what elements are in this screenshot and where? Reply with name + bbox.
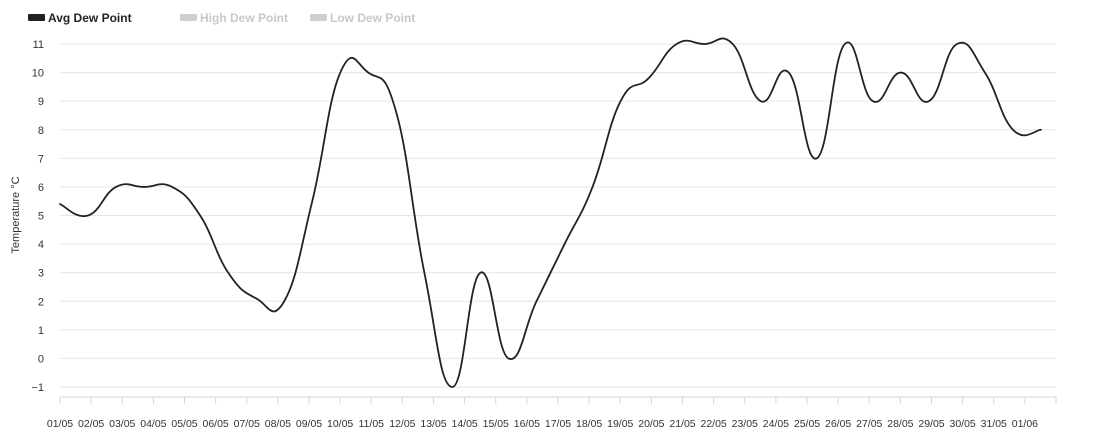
data-point[interactable] bbox=[674, 41, 680, 47]
legend-swatch bbox=[310, 14, 327, 21]
x-tick-label: 14/05 bbox=[451, 418, 477, 430]
x-tick-label: 06/05 bbox=[202, 418, 228, 430]
series-line-avg-dew-point[interactable] bbox=[59, 37, 1042, 388]
y-tick-label: 1 bbox=[38, 325, 44, 337]
y-tick-label: 11 bbox=[33, 39, 44, 51]
y-tick-label: 8 bbox=[38, 125, 44, 137]
data-point[interactable] bbox=[618, 98, 624, 104]
x-tick-label: 27/05 bbox=[856, 418, 882, 430]
y-tick-label: 10 bbox=[32, 68, 44, 80]
data-point[interactable] bbox=[113, 184, 119, 190]
data-point[interactable] bbox=[562, 241, 568, 247]
legend-item-label[interactable]: Low Dew Point bbox=[330, 11, 415, 25]
x-tick-label: 13/05 bbox=[420, 418, 446, 430]
x-tick-label: 11/05 bbox=[359, 418, 385, 430]
x-tick-label: 01/06 bbox=[1012, 418, 1038, 430]
data-point[interactable] bbox=[197, 213, 203, 219]
data-point[interactable] bbox=[337, 70, 343, 76]
y-tick-label: 9 bbox=[38, 96, 44, 108]
legend-item-label[interactable]: High Dew Point bbox=[200, 11, 288, 25]
data-point[interactable] bbox=[898, 70, 904, 76]
data-point[interactable] bbox=[870, 98, 876, 104]
data-point[interactable] bbox=[730, 41, 736, 47]
x-tick-label: 18/05 bbox=[576, 418, 602, 430]
y-tick-label: 2 bbox=[38, 296, 44, 308]
x-tick-label: 23/05 bbox=[732, 418, 758, 430]
legend: Avg Dew Point High Dew Point Low Dew Point bbox=[28, 11, 415, 25]
data-point[interactable] bbox=[982, 70, 988, 76]
legend-swatch bbox=[28, 14, 45, 21]
legend-item-label[interactable]: Avg Dew Point bbox=[48, 11, 132, 25]
x-tick-label: 29/05 bbox=[918, 418, 944, 430]
data-point[interactable] bbox=[758, 98, 764, 104]
data-point[interactable] bbox=[477, 270, 483, 276]
y-tick-label: 7 bbox=[38, 153, 44, 165]
x-tick-label: 01/05 bbox=[47, 418, 73, 430]
data-point[interactable] bbox=[141, 184, 147, 190]
grid-lines bbox=[60, 43, 1056, 398]
x-tick-label: 21/05 bbox=[669, 418, 695, 430]
data-point[interactable] bbox=[646, 75, 652, 81]
y-tick-label: 4 bbox=[38, 239, 44, 251]
data-point[interactable] bbox=[169, 184, 175, 190]
x-tick-label: 12/05 bbox=[389, 418, 415, 430]
x-tick-label: 03/05 bbox=[109, 418, 135, 430]
y-tick-label: −1 bbox=[31, 382, 44, 394]
data-point[interactable] bbox=[225, 270, 231, 276]
data-point[interactable] bbox=[533, 298, 539, 304]
x-tick-label: 04/05 bbox=[140, 418, 166, 430]
data-point[interactable] bbox=[954, 41, 960, 47]
data-point[interactable] bbox=[590, 184, 596, 190]
data-point[interactable] bbox=[449, 384, 455, 390]
data-point[interactable] bbox=[253, 295, 259, 301]
x-tick-label: 24/05 bbox=[763, 418, 789, 430]
series-layer[interactable] bbox=[57, 37, 1044, 390]
x-tick-label: 15/05 bbox=[483, 418, 509, 430]
data-point[interactable] bbox=[421, 270, 427, 276]
x-tick-label: 19/05 bbox=[607, 418, 633, 430]
x-tick-label: 25/05 bbox=[794, 418, 820, 430]
x-tick-label: 17/05 bbox=[545, 418, 571, 430]
x-tick-label: 16/05 bbox=[514, 418, 540, 430]
x-tick-label: 31/05 bbox=[981, 418, 1007, 430]
y-axis-title: Temperature °C bbox=[10, 176, 22, 253]
x-tick-label: 02/05 bbox=[78, 418, 104, 430]
x-tick-label: 26/05 bbox=[825, 418, 851, 430]
data-point[interactable] bbox=[505, 355, 511, 361]
x-tick-label: 20/05 bbox=[638, 418, 664, 430]
data-point[interactable] bbox=[702, 41, 708, 47]
x-tick-label: 09/05 bbox=[296, 418, 322, 430]
data-point[interactable] bbox=[85, 213, 91, 219]
y-tick-label: 0 bbox=[38, 353, 44, 365]
data-point[interactable] bbox=[786, 70, 792, 76]
data-point[interactable] bbox=[365, 70, 371, 76]
data-point[interactable] bbox=[1038, 127, 1044, 133]
data-point[interactable] bbox=[281, 298, 287, 304]
x-axis-ticks: 01/05 02/05 03/05 04/05 05/05 06/05 07/05 08/05… bbox=[47, 397, 1057, 430]
legend-swatch bbox=[180, 14, 197, 21]
data-point[interactable] bbox=[1010, 127, 1016, 133]
y-tick-label: 5 bbox=[38, 211, 44, 223]
data-point[interactable] bbox=[926, 98, 932, 104]
x-tick-label: 08/05 bbox=[265, 418, 291, 430]
y-tick-label: 3 bbox=[38, 268, 44, 280]
data-point[interactable] bbox=[393, 110, 399, 116]
x-tick-label: 22/05 bbox=[700, 418, 726, 430]
y-tick-label: 6 bbox=[38, 182, 44, 194]
data-point[interactable] bbox=[842, 41, 848, 47]
x-tick-label: 28/05 bbox=[887, 418, 913, 430]
data-point[interactable] bbox=[309, 198, 315, 204]
x-tick-label: 05/05 bbox=[171, 418, 197, 430]
data-point[interactable] bbox=[57, 201, 63, 207]
x-tick-label: 07/05 bbox=[234, 418, 260, 430]
x-tick-label: 10/05 bbox=[327, 418, 353, 430]
y-axis-ticks: −1 0 1 2 3 4 5 6 7 8 9 10 11 bbox=[31, 39, 44, 394]
x-tick-label: 30/05 bbox=[949, 418, 975, 430]
data-point[interactable] bbox=[814, 155, 820, 161]
